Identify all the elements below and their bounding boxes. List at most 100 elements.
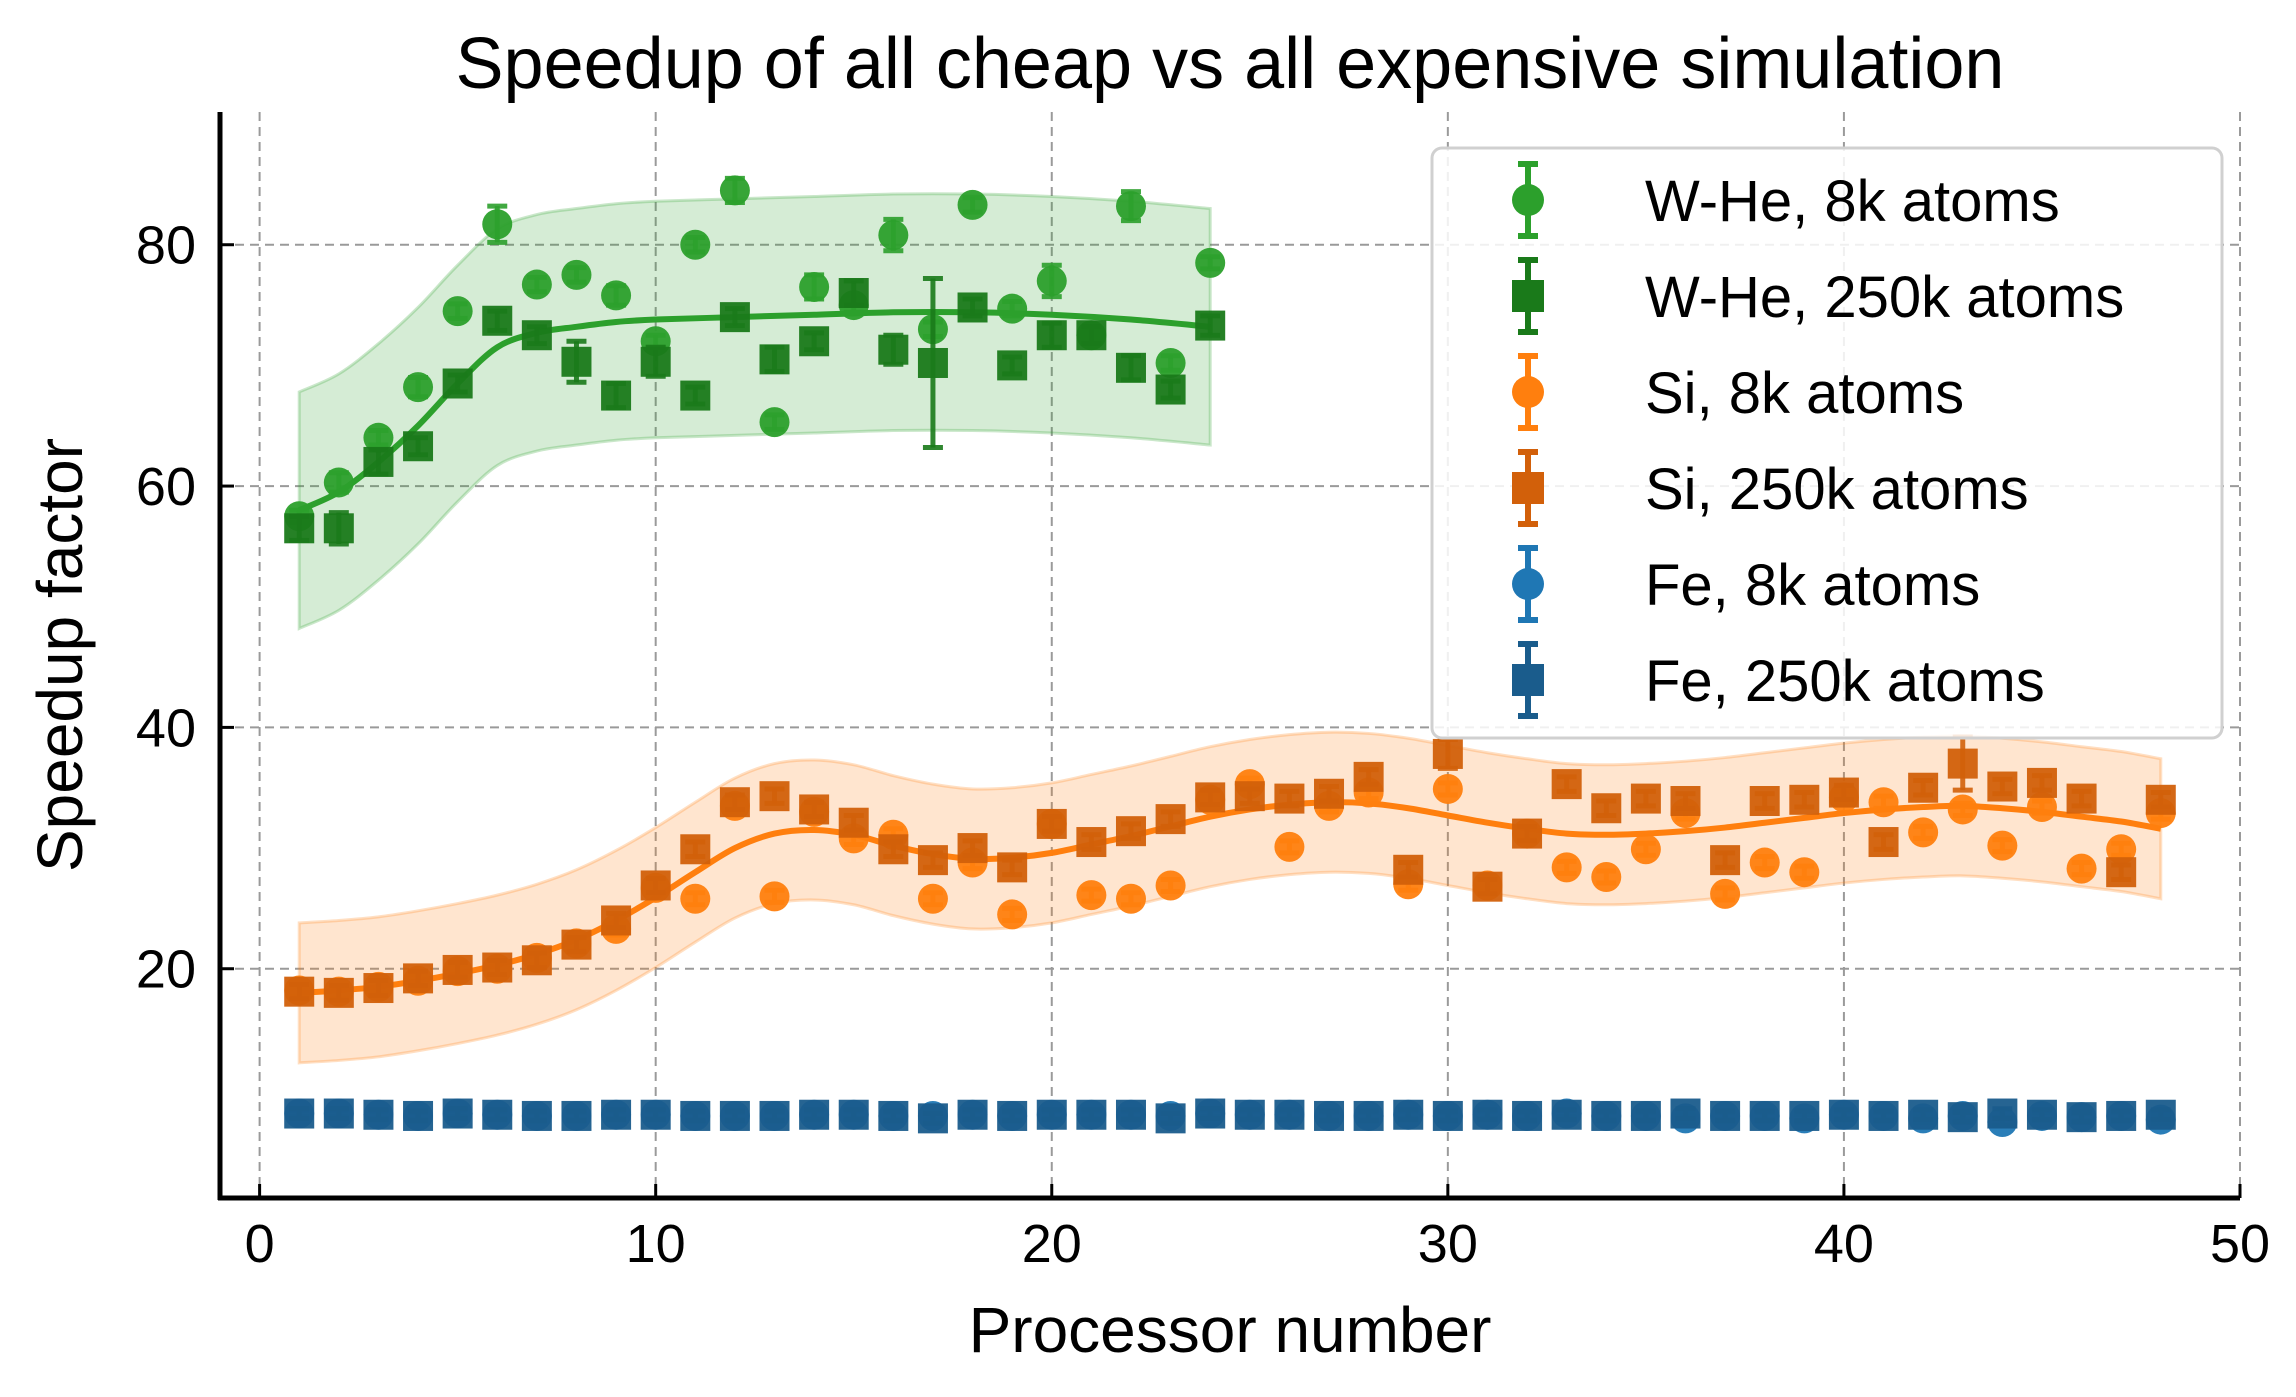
data-point [1947, 748, 1978, 779]
data-point [1155, 804, 1186, 835]
data-point [1274, 831, 1305, 862]
data-point [1195, 1098, 1226, 1129]
data-point [1868, 787, 1899, 818]
y-tick-label-0: 20 [136, 940, 196, 1000]
data-point [482, 209, 513, 240]
data-point [997, 899, 1028, 930]
legend-marker [1512, 664, 1544, 696]
data-point [284, 1098, 315, 1129]
data-point [521, 945, 552, 976]
data-point [1710, 1100, 1741, 1131]
data-point [719, 1100, 750, 1131]
data-point [917, 883, 948, 914]
data-point [1115, 883, 1146, 914]
legend-entry-4: Fe, 8k atoms [1512, 545, 1980, 623]
data-point [759, 344, 790, 375]
legend-entry-1: W-He, 250k atoms [1512, 257, 2124, 335]
data-point [561, 929, 592, 960]
data-point [323, 977, 354, 1008]
data-point [1036, 1099, 1067, 1130]
data-point [1036, 320, 1067, 351]
y-tick-label-1: 40 [136, 698, 196, 758]
legend-entry-5: Fe, 250k atoms [1512, 641, 2045, 719]
data-point [1076, 320, 1107, 351]
data-point [363, 422, 394, 453]
x-tick-label-1: 10 [626, 1214, 686, 1274]
data-point [1393, 1099, 1424, 1130]
data-point [1630, 1100, 1661, 1131]
legend-label-2: Si, 8k atoms [1645, 361, 1964, 426]
data-point [1512, 1100, 1543, 1131]
data-point [1314, 1100, 1345, 1131]
data-point [1314, 778, 1345, 809]
data-point [2145, 784, 2176, 815]
data-point [680, 883, 711, 914]
data-point [1155, 870, 1186, 901]
data-point [601, 280, 632, 311]
data-point [719, 787, 750, 818]
data-point [601, 1099, 632, 1130]
data-point [997, 852, 1028, 883]
series-3 [284, 734, 2176, 1008]
x-tick-label-4: 40 [1814, 1214, 1874, 1274]
data-point [917, 845, 948, 876]
data-point [719, 175, 750, 206]
data-point [799, 326, 830, 357]
data-point [1789, 857, 1820, 888]
data-point [1155, 347, 1186, 378]
data-point [482, 305, 513, 336]
data-point [363, 1099, 394, 1130]
data-points [284, 175, 2176, 1137]
data-point [1630, 834, 1661, 865]
data-point [1393, 854, 1424, 885]
legend-label-4: Fe, 8k atoms [1645, 553, 1980, 618]
data-point [1115, 816, 1146, 847]
tick-labels: 0 10 20 30 40 50 20 40 60 80 [136, 216, 2270, 1274]
data-point [1828, 777, 1859, 808]
data-point [442, 1098, 473, 1129]
data-point [442, 954, 473, 985]
data-point [284, 513, 315, 544]
data-point [1353, 761, 1384, 792]
data-point [1868, 1100, 1899, 1131]
data-point [1274, 1099, 1305, 1130]
data-point [2106, 1100, 2137, 1131]
data-point [640, 870, 671, 901]
data-point [1947, 1102, 1978, 1133]
legend: W-He, 8k atoms W-He, 250k atoms Si, 8k ato… [1430, 146, 2224, 740]
data-point [1353, 1100, 1384, 1131]
data-point [1076, 1099, 1107, 1130]
legend-label-0: W-He, 8k atoms [1645, 169, 2060, 234]
data-point [1749, 786, 1780, 817]
x-axis-label: Processor number [969, 1294, 1492, 1366]
data-point [878, 220, 909, 251]
data-point [403, 431, 434, 462]
data-point [1551, 852, 1582, 883]
data-point [1432, 773, 1463, 804]
data-point [1710, 878, 1741, 909]
data-point [1591, 1100, 1622, 1131]
data-point [1472, 871, 1503, 902]
data-point [1155, 1103, 1186, 1134]
data-point [917, 347, 948, 378]
series-0 [284, 175, 1226, 532]
data-point [759, 407, 790, 438]
data-point [1908, 1099, 1939, 1130]
legend-marker [1512, 184, 1544, 216]
data-point [1115, 352, 1146, 383]
data-point [957, 833, 988, 864]
legend-label-3: Si, 250k atoms [1645, 457, 2029, 522]
data-point [1987, 830, 2018, 861]
y-axis-label: Speedup factor [24, 438, 96, 872]
data-point [1710, 845, 1741, 876]
axes [217, 112, 2240, 1201]
data-point [1036, 265, 1067, 296]
data-point [759, 781, 790, 812]
data-point [521, 320, 552, 351]
data-point [878, 334, 909, 365]
data-point [1234, 781, 1265, 812]
data-point [1076, 880, 1107, 911]
x-tick-label-2: 20 [1022, 1214, 1082, 1274]
data-point [680, 1100, 711, 1131]
data-point [2026, 792, 2057, 823]
